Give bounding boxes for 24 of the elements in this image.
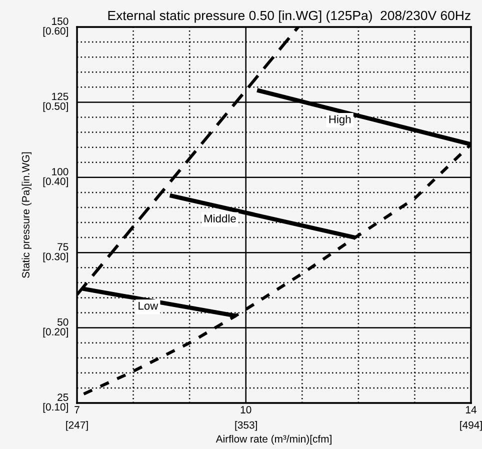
y-tick-label: 75	[58, 243, 68, 251]
y-tick-label: 25	[58, 394, 68, 401]
x-tick-label: 10	[240, 406, 252, 414]
x2-tick-label: [353]	[235, 421, 257, 431]
y-tick-label: 100	[52, 168, 68, 176]
annotation: High	[329, 115, 351, 126]
y-tick-label: 50	[58, 318, 68, 326]
chart-title: External static pressure 0.50 [in.WG] (125Pa) 208/230V 60Hz	[108, 10, 470, 23]
y2-tick-label: [0.10]	[43, 403, 68, 413]
annotation: Middle	[204, 214, 236, 222]
y2-tick-label: [0.30]	[43, 252, 68, 262]
y2-tick-label: [0.50]	[43, 102, 68, 112]
y-tick-label: 150	[52, 18, 68, 25]
x-axis-title: Airflow rate (m³/min)[cfm]	[216, 434, 332, 445]
y2-axis-title: Static pressure (Pa)[in.WG]	[22, 152, 32, 278]
x-tick-label: 7	[74, 406, 80, 414]
x-tick-label: 14	[466, 406, 476, 414]
annotation: Low	[138, 302, 158, 310]
x2-tick-label: [247]	[66, 421, 88, 431]
x2-tick-label: [494]	[460, 421, 482, 431]
y-tick-label: 125	[52, 92, 68, 100]
y2-tick-label: [0.60]	[43, 27, 68, 37]
y2-tick-label: [0.20]	[43, 328, 68, 338]
y2-tick-label: [0.40]	[43, 177, 68, 188]
